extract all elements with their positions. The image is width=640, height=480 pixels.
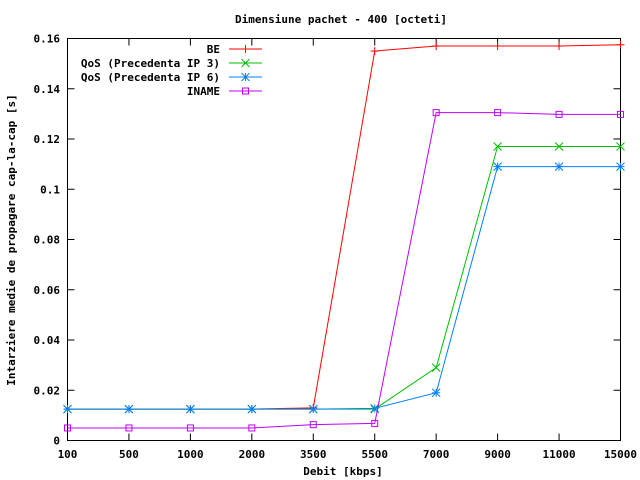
- legend-label: INAME: [187, 85, 220, 98]
- x-tick-label: 1000: [177, 448, 204, 461]
- data-point: [555, 42, 564, 51]
- series-line: [67, 44, 621, 410]
- data-point: [248, 424, 256, 432]
- legend-label: QoS (Precedenta IP 6): [81, 71, 220, 84]
- data-point: [247, 404, 257, 414]
- series-2: [63, 162, 625, 414]
- y-tick-label: 0.16: [34, 33, 61, 46]
- chart-title: Dimensiune pachet - 400 [octeti]: [235, 13, 447, 26]
- data-point: [432, 42, 441, 51]
- data-point: [63, 404, 72, 414]
- x-tick-label: 100: [58, 448, 78, 461]
- y-tick-label: 0.02: [34, 384, 61, 397]
- series-layer: [63, 40, 625, 432]
- data-point: [493, 142, 502, 151]
- data-point: [555, 110, 563, 118]
- x-tick-label: 11000: [542, 448, 575, 461]
- x-tick-label: 5500: [361, 448, 388, 461]
- data-point: [616, 40, 625, 49]
- data-point: [554, 162, 564, 171]
- legend-label: BE: [207, 43, 220, 56]
- y-tick-label: 0.06: [34, 284, 61, 297]
- x-tick-label: 9000: [484, 448, 511, 461]
- x-tick-label: 15000: [604, 448, 637, 461]
- y-axis: 0 0.02 0.04 0.06 0.08 0.1 0.12 0.14 0.16: [34, 33, 621, 448]
- data-point: [64, 424, 71, 432]
- data-point: [617, 110, 624, 118]
- data-point: [124, 404, 134, 414]
- data-point: [308, 404, 318, 414]
- x-tick-label: 2000: [239, 448, 266, 461]
- data-point: [493, 162, 502, 171]
- data-point: [186, 404, 195, 414]
- series-3: [64, 109, 624, 432]
- series-line: [67, 112, 621, 429]
- legend-marker: [241, 58, 250, 68]
- data-point: [431, 363, 441, 372]
- series-line: [67, 166, 621, 410]
- data-point: [186, 424, 194, 432]
- series-0: [63, 40, 625, 414]
- x-axis: 100 500 1000 2000 3500 5500 7000 9000 11000 15000: [58, 38, 637, 461]
- x-tick-label: 7000: [423, 448, 450, 461]
- y-tick-label: 0.04: [34, 334, 61, 347]
- legend-marker: [242, 87, 249, 95]
- x-tick-label: 500: [119, 448, 139, 461]
- legend-label: QoS (Precedenta IP 3): [81, 57, 220, 70]
- data-point: [616, 162, 625, 171]
- series-1: [63, 142, 625, 414]
- y-tick-label: 0.08: [34, 234, 61, 247]
- legend-marker: [241, 45, 250, 53]
- data-point: [494, 109, 502, 117]
- data-point: [125, 424, 133, 432]
- data-point: [616, 142, 625, 151]
- data-point: [493, 42, 502, 51]
- data-point: [431, 388, 441, 398]
- series-line: [67, 146, 621, 410]
- x-axis-label: Debit [kbps]: [303, 465, 382, 478]
- y-tick-label: 0: [53, 435, 60, 448]
- data-point: [370, 47, 379, 56]
- x-tick-label: 3500: [300, 448, 327, 461]
- y-tick-label: 0.12: [34, 133, 61, 146]
- y-tick-label: 0.1: [40, 183, 60, 196]
- y-tick-label: 0.14: [34, 83, 61, 96]
- data-point: [371, 419, 379, 427]
- plot-frame: [67, 38, 621, 441]
- legend-marker: [241, 72, 250, 82]
- data-point: [309, 421, 317, 429]
- data-point: [554, 142, 564, 151]
- data-point: [432, 109, 440, 117]
- y-axis-label: Intarziere medie de propagare cap-la-cap…: [5, 94, 18, 385]
